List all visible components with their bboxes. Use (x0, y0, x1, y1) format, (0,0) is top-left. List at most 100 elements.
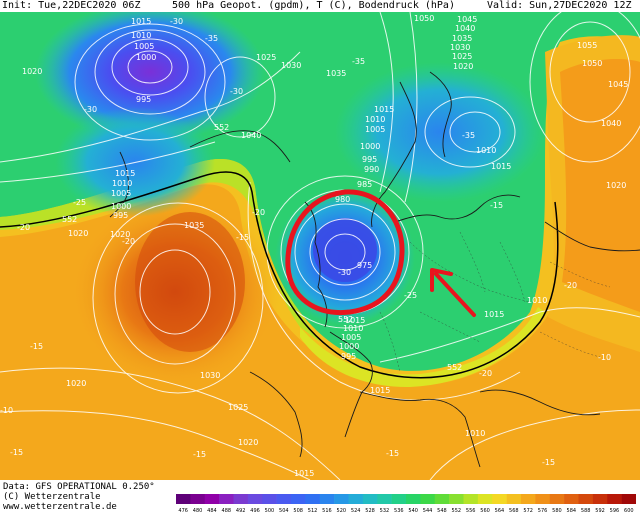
country-borders (379, 231, 611, 373)
colorbar-tick-label: 584 (567, 508, 577, 514)
pressure-label: 1000 (339, 342, 359, 351)
pressure-label: 1015 (484, 310, 504, 319)
data-source-label: Data: GFS OPERATIONAL 0.250° (3, 482, 155, 492)
colorbar-swatch (449, 494, 464, 504)
colorbar-swatch (463, 494, 479, 504)
colorbar-swatch (564, 494, 579, 504)
pressure-label: 1015 (491, 162, 511, 171)
colorbar-tick-label: 548 (437, 508, 447, 514)
colorbar-tick-label: 536 (394, 508, 404, 514)
map-header: Init: Tue,22DEC2020 06Z 500 hPa Geopot. … (0, 0, 640, 12)
pressure-label: 990 (364, 165, 379, 174)
pressure-label: 1015 (115, 169, 135, 178)
east-warm-core (560, 59, 640, 313)
pressure-label: 1020 (238, 438, 258, 447)
geopotential-label: 552 (62, 215, 77, 224)
colorbar-swatch (190, 494, 206, 504)
colorbar-swatch (334, 494, 349, 504)
colorbar-tick-label: 580 (552, 508, 562, 514)
colorbar-swatch (305, 494, 321, 504)
colorbar-tick-label: 500 (265, 508, 275, 514)
colorbar-tick-label: 552 (452, 508, 462, 514)
pressure-label: 1000 (111, 202, 131, 211)
pressure-label: 1035 (326, 69, 346, 78)
temperature-label: -15 (490, 201, 503, 210)
pressure-label: 1015 (345, 316, 365, 325)
colorbar-tick-label: 544 (423, 508, 433, 514)
cutoff-low-core (313, 218, 377, 282)
colorbar-tick-label: 588 (581, 508, 591, 514)
colorbar-tick-label: 592 (595, 508, 605, 514)
pressure-label: 1045 (457, 15, 477, 24)
temperature-label: -15 (10, 448, 23, 457)
colorbar-tick-label: 480 (193, 508, 203, 514)
colorbar-swatch (406, 494, 421, 504)
red-arrow-annotation (430, 268, 476, 317)
pressure-label: 1010 (343, 324, 363, 333)
pressure-label: 1005 (111, 189, 131, 198)
colorbar-tick-label: 492 (236, 508, 246, 514)
valid-time-label: Valid: Sun,27DEC2020 12Z (487, 0, 632, 11)
temperature-label: -30 (338, 268, 351, 277)
website-link[interactable]: www.wetterzentrale.de (3, 502, 117, 512)
weather-map: 1015 1010 1005 1000 995 1020 1025 1030 1… (0, 12, 640, 480)
colorbar-tick-label: 528 (365, 508, 375, 514)
temperature-label: -35 (352, 57, 365, 66)
colorbar-swatch (262, 494, 277, 504)
pressure-label: 1025 (256, 53, 276, 62)
pressure-label: 985 (357, 180, 372, 189)
pressure-label: 1035 (184, 221, 204, 230)
colorbar-swatch (291, 494, 306, 504)
colorbar-tick-label: 540 (408, 508, 418, 514)
colorbar-swatch (434, 494, 450, 504)
pressure-label: 1010 (131, 31, 151, 40)
geopotential-label: 552 (338, 315, 353, 324)
pressure-label: 1030 (200, 371, 220, 380)
pressure-label: 995 (113, 211, 128, 220)
geopotential-labels: 552 552 552 552 (62, 123, 462, 372)
pressure-label: 1040 (601, 119, 621, 128)
pressure-label: 1015 (374, 105, 394, 114)
colorbar-tick-label: 496 (250, 508, 260, 514)
pressure-label: 1015 (294, 469, 314, 478)
colorbar-tick-label: 532 (380, 508, 390, 514)
colorbar-swatch (549, 494, 565, 504)
colorbar-tick-label: 516 (322, 508, 332, 514)
pressure-label: 1015 (131, 17, 151, 26)
greenland-trough (55, 107, 215, 217)
temperature-label: -15 (386, 449, 399, 458)
pressure-label: 1040 (455, 24, 475, 33)
colorbar-tick-label: 524 (351, 508, 361, 514)
pressure-label: 1020 (453, 62, 473, 71)
pressure-label: 1010 (476, 146, 496, 155)
temperature-label: -10 (0, 406, 13, 415)
temperature-label: -25 (73, 198, 86, 207)
pressure-label: 1050 (414, 14, 434, 23)
geopotential-label: 552 (447, 363, 462, 372)
colorbar-tick-label: 508 (293, 508, 303, 514)
pressure-label: 1000 (360, 142, 380, 151)
temperature-label: -30 (170, 17, 183, 26)
pressure-label: 1055 (577, 41, 597, 50)
colorbar-tick-label: 556 (466, 508, 476, 514)
temperature-label: -20 (252, 208, 265, 217)
colorbar-swatch (506, 494, 522, 504)
temperature-labels: -30 -35 -30 -35 -30 -25 -20 -20 -15 -20 … (0, 17, 611, 467)
colorbar-swatch (592, 494, 608, 504)
high-pressure-core (135, 212, 245, 352)
colorbar-swatch (204, 494, 220, 504)
colorbar-swatch (477, 494, 493, 504)
colorbar-swatch (535, 494, 551, 504)
pressure-label: 1015 (370, 386, 390, 395)
geopotential-label: 552 (214, 123, 229, 132)
pressure-label: 1020 (606, 181, 626, 190)
temperature-label: -10 (598, 353, 611, 362)
pressure-label: 1020 (68, 229, 88, 238)
colorbar-tick-label: 568 (509, 508, 519, 514)
pressure-label: 1005 (341, 333, 361, 342)
pressure-label: 980 (335, 195, 350, 204)
pressure-label: 1025 (452, 52, 472, 61)
temperature-label: -15 (193, 450, 206, 459)
temperature-label: -35 (205, 34, 218, 43)
